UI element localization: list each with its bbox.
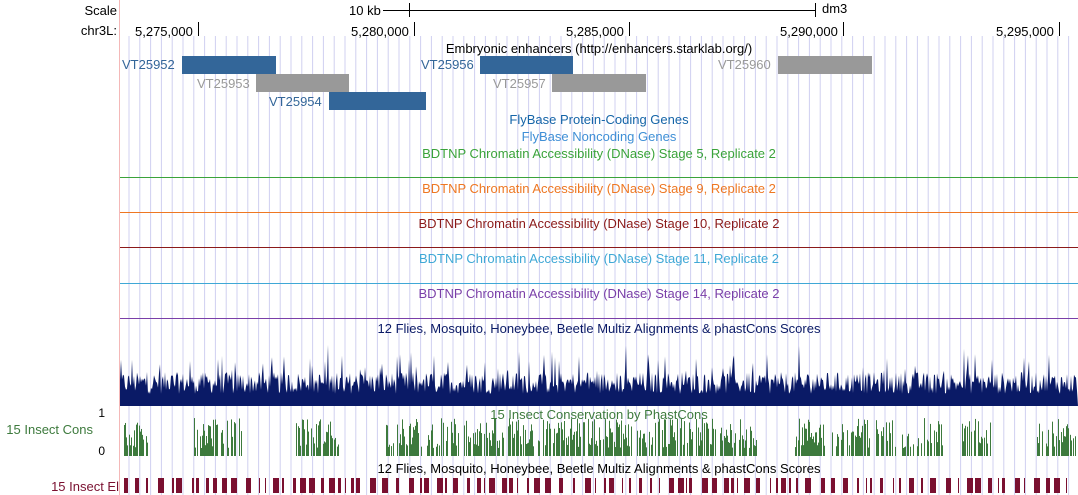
track-label-pane: Scale chr3L: 15 Insect Cons 1 0 15 Insec… <box>0 0 119 495</box>
ruler-position-1: 5,275,000 <box>135 24 193 39</box>
scale-label: Scale <box>84 3 117 18</box>
pane-separator <box>119 0 120 495</box>
feature-vt25956[interactable] <box>480 56 573 74</box>
ruler-position-4: 5,290,000 <box>780 24 838 39</box>
feature-label-vt25954[interactable]: VT25954 <box>269 94 322 109</box>
ruler-tick <box>198 22 199 36</box>
dnase-stage14-title[interactable]: BDTNP Chromatin Accessibility (DNase) St… <box>418 286 780 301</box>
elements-track-label[interactable]: 15 Insect El <box>51 479 119 494</box>
ruler-position-5: 5,295,000 <box>996 24 1054 39</box>
ruler-tick <box>843 22 844 36</box>
ruler-tick <box>629 22 630 36</box>
scale-bar-right-tick <box>815 3 816 17</box>
scale-bar-text: 10 kb <box>349 3 381 18</box>
phastcons-graph[interactable] <box>120 418 1078 458</box>
dnase-stage9-title[interactable]: BDTNP Chromatin Accessibility (DNase) St… <box>422 181 776 196</box>
dnase-stage10-signal <box>120 247 1078 248</box>
chromosome-label[interactable]: chr3L: <box>80 23 117 38</box>
ruler-tick <box>414 22 415 36</box>
dnase-stage9-signal <box>120 212 1078 213</box>
flybase-coding-title[interactable]: FlyBase Protein-Coding Genes <box>509 112 689 127</box>
feature-label-vt25952[interactable]: VT25952 <box>122 57 175 72</box>
dnase-stage10-title[interactable]: BDTNP Chromatin Accessibility (DNase) St… <box>418 216 780 231</box>
feature-label-vt25960[interactable]: VT25960 <box>718 57 771 72</box>
feature-label-vt25957[interactable]: VT25957 <box>493 76 546 91</box>
track-display[interactable]: 10 kb dm3 5,275,000 5,280,000 5,285,000 … <box>120 0 1078 495</box>
dnase-stage14-signal <box>120 318 1078 319</box>
phastcons-track-title[interactable]: 15 Insect Conservation by PhastCons <box>490 407 708 422</box>
dnase-stage5-title[interactable]: BDTNP Chromatin Accessibility (DNase) St… <box>422 146 776 161</box>
enhancers-track-title[interactable]: Embryonic enhancers (http://enhancers.st… <box>445 41 753 56</box>
cons-axis-zero: 0 <box>98 444 105 458</box>
flybase-noncoding-title[interactable]: FlyBase Noncoding Genes <box>521 129 677 144</box>
multiz-track-title-2[interactable]: 12 Flies, Mosquito, Honeybee, Beetle Mul… <box>377 461 821 476</box>
feature-vt25953[interactable] <box>256 74 349 92</box>
multiz-conservation-graph[interactable] <box>120 338 1078 408</box>
dnase-stage11-title[interactable]: BDTNP Chromatin Accessibility (DNase) St… <box>418 251 780 266</box>
ruler-position-2: 5,280,000 <box>351 24 409 39</box>
ruler-tick <box>1059 22 1060 36</box>
feature-vt25957[interactable] <box>552 74 646 92</box>
feature-vt25954[interactable] <box>329 92 426 110</box>
multiz-track-title[interactable]: 12 Flies, Mosquito, Honeybee, Beetle Mul… <box>377 321 821 336</box>
assembly-label: dm3 <box>822 1 848 16</box>
cons-track-label[interactable]: 15 Insect Cons <box>6 422 93 437</box>
dnase-stage11-signal <box>120 283 1078 284</box>
grid-lines <box>128 36 1070 495</box>
scale-bar-line <box>383 10 815 11</box>
feature-vt25952[interactable] <box>182 56 276 74</box>
feature-label-vt25953[interactable]: VT25953 <box>197 76 250 91</box>
cons-axis-max: 1 <box>98 406 105 420</box>
ruler-position-3: 5,285,000 <box>566 24 624 39</box>
conserved-elements-track[interactable] <box>120 477 1078 495</box>
dnase-stage5-signal <box>120 177 1078 178</box>
feature-label-vt25956[interactable]: VT25956 <box>421 57 474 72</box>
feature-vt25960[interactable] <box>778 56 872 74</box>
